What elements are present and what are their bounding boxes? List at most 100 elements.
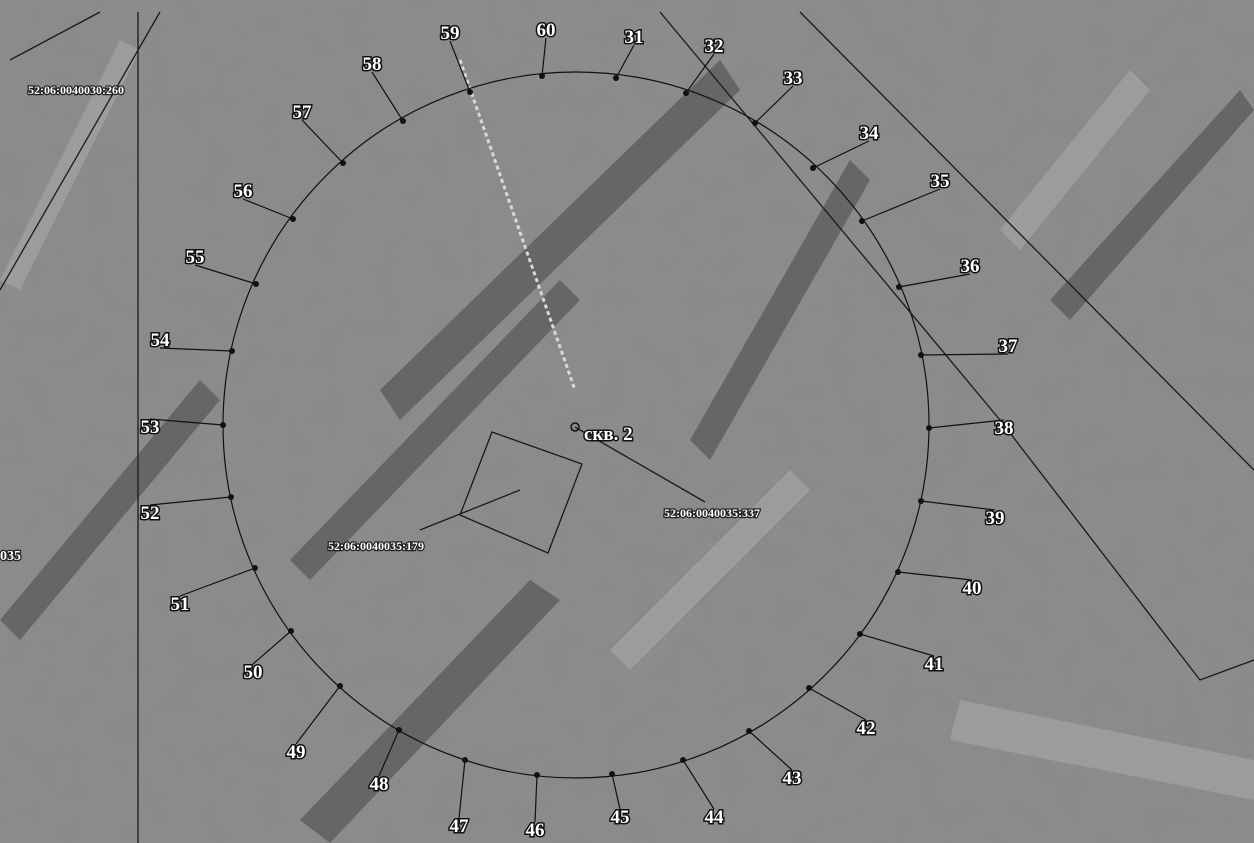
- leader-line: [920, 500, 996, 511]
- point-label: 50: [244, 662, 263, 683]
- point-dot: [752, 120, 758, 126]
- point-dot: [746, 728, 752, 734]
- leader-line: [194, 264, 257, 285]
- leader-line: [861, 188, 941, 222]
- leader-line: [295, 685, 341, 745]
- point-dot: [252, 565, 258, 571]
- leader-line: [159, 347, 233, 352]
- leader-line: [611, 773, 621, 810]
- point-label: 60: [537, 20, 556, 41]
- leader-line: [808, 687, 867, 721]
- well-marker: [570, 422, 580, 432]
- point-dot: [918, 498, 924, 504]
- point-dot: [539, 73, 545, 79]
- leader-line: [615, 44, 635, 79]
- parcel-label: 52:06:0040030:260: [28, 83, 124, 97]
- point-dot: [290, 216, 296, 222]
- leader-line: [897, 571, 973, 581]
- point-label: 41: [925, 654, 944, 675]
- point-label: 57: [293, 102, 313, 123]
- point-label: 37: [999, 336, 1019, 357]
- point-dot: [396, 727, 402, 733]
- point-label: 43: [783, 768, 802, 789]
- point-dot: [918, 352, 924, 358]
- point-dot: [534, 772, 540, 778]
- point-label: 53: [141, 417, 160, 438]
- leader-line: [928, 419, 1005, 429]
- leader-line: [301, 119, 344, 164]
- well-label: скв. 2: [584, 424, 633, 445]
- leader-line: [179, 567, 256, 597]
- leader-line: [754, 85, 794, 124]
- leader-line: [920, 353, 1009, 356]
- point-dot: [340, 160, 346, 166]
- point-label: 31: [625, 27, 644, 48]
- point-label: 58: [363, 54, 382, 75]
- field-strips: [0, 40, 1254, 800]
- leader-line: [812, 140, 870, 169]
- parcel-label: 52:06:0040035:179: [328, 539, 424, 553]
- point-label: 46: [526, 820, 545, 841]
- point-label: 55: [186, 247, 205, 268]
- point-label: 38: [995, 418, 1014, 439]
- point-label: 32: [705, 36, 724, 57]
- point-label: 47: [450, 816, 470, 837]
- point-dot: [680, 757, 686, 763]
- point-label: 45: [611, 807, 630, 828]
- point-dot: [806, 685, 812, 691]
- point-label: 40: [963, 578, 982, 599]
- point-label: 59: [441, 23, 460, 44]
- parcel-label: 52:06:0040035:337: [664, 506, 760, 520]
- point-label: 39: [986, 508, 1005, 529]
- point-dot: [613, 75, 619, 81]
- parcel-boundaries: [0, 11, 1254, 843]
- point-dot: [220, 422, 226, 428]
- leader-line: [149, 496, 232, 506]
- point-dot: [609, 771, 615, 777]
- point-label: 35: [931, 171, 950, 192]
- point-dot: [926, 425, 932, 431]
- leader-line: [682, 759, 715, 810]
- point-label: 54: [151, 330, 171, 351]
- point-dot: [253, 281, 259, 287]
- leader-line: [534, 774, 538, 823]
- point-label: 56: [234, 181, 253, 202]
- leader-line: [458, 759, 466, 819]
- point-dot: [859, 218, 865, 224]
- point-dot: [337, 683, 343, 689]
- point-dot: [895, 569, 901, 575]
- point-dot: [229, 348, 235, 354]
- leader-line: [242, 198, 294, 220]
- leader-line: [449, 40, 471, 93]
- point-dot: [400, 118, 406, 124]
- leader-line: [149, 418, 224, 426]
- leader-line: [371, 71, 404, 122]
- point-label: 52: [141, 503, 160, 524]
- leader-line: [859, 633, 935, 657]
- leader-line: [685, 53, 715, 94]
- track: [458, 59, 577, 391]
- point-label: 48: [370, 774, 389, 795]
- point-dot: [228, 494, 234, 500]
- leader-line: [252, 630, 292, 665]
- point-label: 33: [784, 68, 803, 89]
- tree-belts: [0, 60, 1254, 843]
- point-dot: [810, 165, 816, 171]
- leader-line: [378, 729, 400, 777]
- parcel-label: 035: [0, 549, 21, 564]
- leader-line: [541, 37, 547, 77]
- point-label: 36: [961, 256, 980, 277]
- point-label: 42: [857, 718, 876, 739]
- point-label: 51: [171, 594, 190, 615]
- point-dot: [896, 284, 902, 290]
- leader-line: [748, 730, 793, 771]
- points: 59 60 31 32 33 34 35 36 37 38 39 40 41 42 43 44 45 46 47 48…: [139, 19, 1020, 843]
- point-dot: [288, 628, 294, 634]
- point-dot: [857, 631, 863, 637]
- point-dot: [467, 89, 473, 95]
- point-label: 34: [860, 123, 880, 144]
- point-dot: [462, 757, 468, 763]
- point-dot: [683, 90, 689, 96]
